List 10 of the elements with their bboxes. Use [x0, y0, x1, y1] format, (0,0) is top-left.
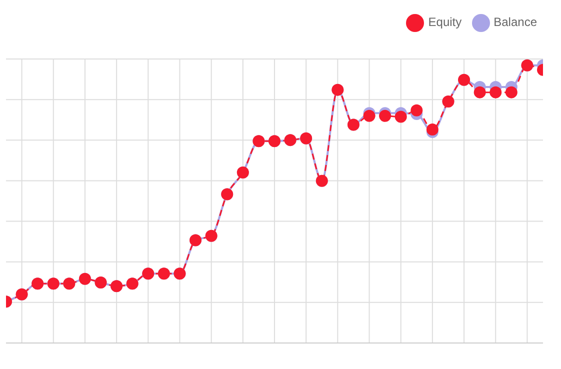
legend-label: Balance: [494, 15, 537, 30]
point: [505, 86, 518, 98]
point: [410, 104, 423, 116]
point: [394, 110, 407, 123]
legend-label: Equity: [428, 15, 462, 30]
point: [426, 124, 438, 136]
point: [363, 110, 376, 122]
point: [474, 86, 486, 98]
point: [490, 86, 502, 98]
point: [379, 110, 392, 122]
